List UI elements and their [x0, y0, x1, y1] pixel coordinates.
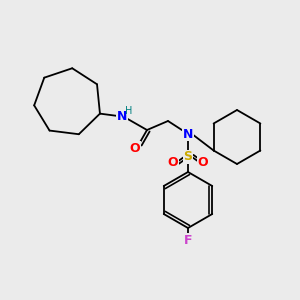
Text: O: O — [168, 155, 178, 169]
Text: O: O — [130, 142, 140, 154]
Text: O: O — [198, 155, 208, 169]
Text: N: N — [183, 128, 193, 140]
Text: F: F — [184, 233, 192, 247]
Text: N: N — [117, 110, 127, 124]
Text: H: H — [125, 106, 133, 116]
Text: S: S — [184, 151, 193, 164]
